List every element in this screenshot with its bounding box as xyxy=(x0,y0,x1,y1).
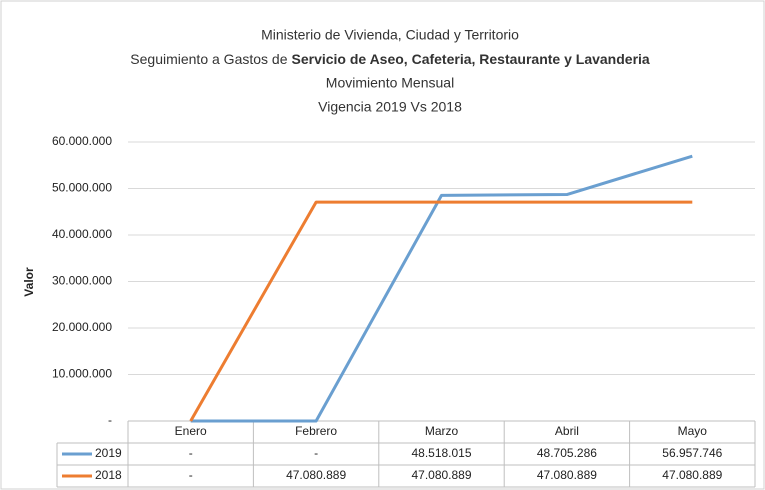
chart-subtitle: Vigencia 2019 Vs 2018 xyxy=(318,99,462,115)
y-tick-label: 10.000.000 xyxy=(52,367,112,381)
y-tick-label: 30.000.000 xyxy=(52,274,112,288)
x-tick-label: Abril xyxy=(555,424,579,438)
y-tick-label: - xyxy=(108,413,112,427)
y-tick-label: 20.000.000 xyxy=(52,320,112,334)
data-label: 47.080.889 xyxy=(662,468,722,482)
data-label: - xyxy=(189,468,193,482)
legend-label: 2019 xyxy=(95,446,122,460)
data-label: - xyxy=(189,446,193,460)
chart-subtitle: Seguimiento a Gastos de Servicio de Aseo,… xyxy=(130,51,650,67)
subtitle-part: Seguimiento a Gastos de xyxy=(130,51,287,67)
data-label: 47.080.889 xyxy=(537,468,597,482)
x-tick-label: Mayo xyxy=(678,424,708,438)
y-tick-label: 50.000.000 xyxy=(52,181,112,195)
data-label: - xyxy=(314,446,318,460)
x-tick-label: Enero xyxy=(175,424,207,438)
data-label: 47.080.889 xyxy=(286,468,346,482)
x-tick-label: Febrero xyxy=(295,424,337,438)
legend-label: 2018 xyxy=(95,468,122,482)
subtitle-bold: Servicio de Aseo, Cafeteria, Restaurante… xyxy=(292,51,650,67)
chart-title: Ministerio de Vivienda, Ciudad y Territo… xyxy=(261,27,519,43)
data-label: 48.518.015 xyxy=(411,446,471,460)
chart-subtitle: Movimiento Mensual xyxy=(326,75,454,91)
line xyxy=(190,154,693,423)
x-tick-label: Marzo xyxy=(425,424,459,438)
data-label: 48.705.286 xyxy=(537,446,597,460)
data-label: 47.080.889 xyxy=(411,468,471,482)
y-tick-label: 60.000.000 xyxy=(52,134,112,148)
y-axis-label: Valor xyxy=(22,267,36,297)
y-tick-label: 40.000.000 xyxy=(52,227,112,241)
line xyxy=(189,200,693,422)
data-label: 56.957.746 xyxy=(662,446,722,460)
